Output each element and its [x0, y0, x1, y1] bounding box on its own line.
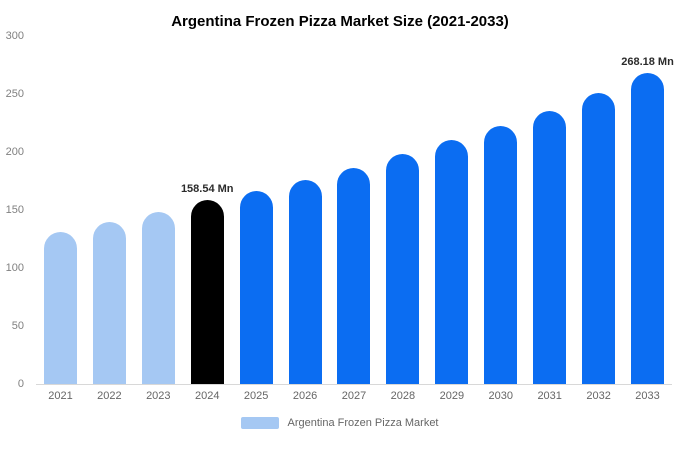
bar-slot: [36, 232, 85, 384]
chart-container: Argentina Frozen Pizza Market Size (2021…: [0, 13, 680, 429]
y-axis-tick-label: 0: [17, 378, 24, 390]
y-axis: 0 50 100 150 200 250 300: [2, 30, 28, 390]
bar-2030: [484, 125, 518, 384]
x-axis-label: 2023: [146, 390, 171, 402]
bar-2032: [582, 93, 616, 384]
legend: Argentina Frozen Pizza Market: [0, 417, 680, 429]
x-axis-label: 2027: [341, 390, 367, 402]
y-axis-tick-label: 300: [5, 30, 24, 42]
bar-slot: [427, 140, 476, 384]
bar-value-label: 268.18 Mn: [621, 55, 674, 68]
x-axis-label: 2031: [537, 390, 562, 402]
y-axis-tick-label: 100: [5, 262, 24, 274]
bar-slot: [574, 93, 623, 384]
bar-2021: [43, 232, 77, 384]
bar-2031: [533, 110, 567, 384]
x-axis-label: 2030: [488, 390, 513, 402]
chart-title: Argentina Frozen Pizza Market Size (2021…: [171, 13, 509, 30]
bar-2027: [337, 167, 371, 384]
legend-swatch-icon: [241, 417, 280, 429]
bar-slot: 158.54 Mn: [180, 183, 234, 384]
x-axis-label: 2024: [194, 390, 220, 402]
x-axis-label: 2022: [97, 390, 122, 402]
bar-slot: [525, 110, 574, 384]
x-axis: 2021 2022 2023 2024 2025 2026 2027 2028 2029 2030…: [36, 390, 672, 402]
bar-2028: [386, 154, 420, 384]
bar-slot: [281, 179, 330, 384]
legend-label: Argentina Frozen Pizza Market: [287, 417, 439, 429]
bar-slot: [330, 167, 379, 384]
y-axis-tick-label: 200: [5, 146, 24, 158]
x-axis-label: 2026: [292, 390, 318, 402]
y-axis-tick-label: 250: [5, 88, 24, 100]
x-axis-label: 2021: [48, 390, 73, 402]
bar-slot: [232, 190, 281, 384]
bar-2023: [141, 212, 175, 384]
y-axis-tick-label: 150: [5, 204, 24, 216]
x-axis-label: 2032: [586, 390, 611, 402]
bar-2026: [288, 179, 322, 384]
x-axis-label: 2033: [635, 390, 660, 402]
bar-2022: [92, 222, 126, 384]
bar-2025: [239, 190, 273, 384]
bar-2029: [435, 140, 469, 384]
x-axis-label: 2025: [243, 390, 269, 402]
bar-2033: [631, 72, 665, 384]
bars-group: 158.54 Mn 268.18 Mn: [36, 36, 674, 384]
bar-slot: [85, 222, 134, 384]
x-axis-label: 2028: [390, 390, 416, 402]
bar-2024: [190, 200, 224, 384]
bar-slot: [134, 212, 183, 384]
plot-area: 0 50 100 150 200 250 300 158.54 Mn 268.18 Mn: [6, 30, 674, 390]
x-axis-label: 2029: [439, 390, 465, 402]
bar-value-label: 158.54 Mn: [180, 183, 234, 196]
bar-slot: 268.18 Mn: [621, 55, 674, 384]
bar-slot: [378, 154, 427, 384]
bar-slot: [476, 125, 525, 384]
y-axis-tick-label: 50: [11, 320, 24, 332]
